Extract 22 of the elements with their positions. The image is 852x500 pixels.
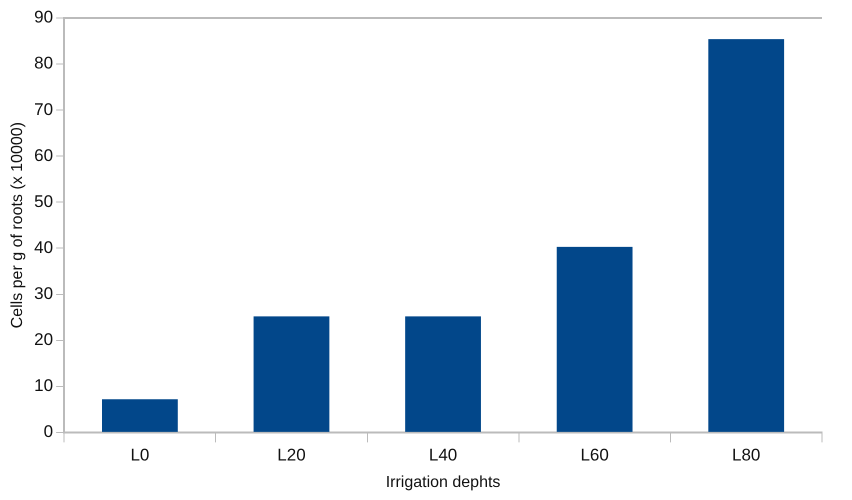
x-tick-label: L80 (732, 445, 760, 464)
x-tick-label: L0 (130, 445, 150, 464)
x-tick-label: L20 (277, 445, 306, 464)
y-tick-label: 30 (34, 284, 54, 303)
x-tick-label: L40 (428, 445, 458, 464)
bar (556, 246, 633, 432)
y-tick-label: 60 (34, 146, 54, 165)
bar (102, 399, 178, 432)
y-tick-label: 20 (34, 330, 54, 349)
x-tick-label: L60 (580, 445, 609, 464)
bar (405, 316, 481, 432)
y-tick-label: 80 (34, 54, 54, 73)
y-tick-label: 40 (34, 238, 54, 257)
bar (708, 39, 784, 432)
x-axis-title: Irrigation dephts (386, 474, 500, 491)
y-tick-label: 0 (44, 422, 54, 442)
y-tick-label: 70 (34, 100, 54, 119)
y-tick-label: 50 (34, 192, 54, 211)
y-tick-label: 10 (34, 376, 54, 396)
y-tick-label: 90 (34, 8, 54, 27)
y-axis-title: Cells per g of roots (x 10000) (9, 122, 26, 328)
bar (254, 316, 330, 432)
